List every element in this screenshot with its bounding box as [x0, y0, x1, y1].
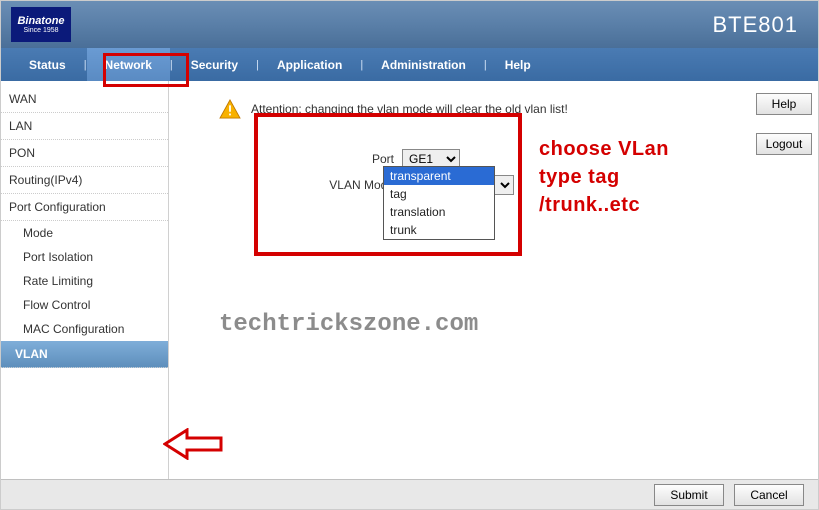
vlan-mode-label: VLAN Mode [309, 178, 394, 192]
warning-icon [219, 99, 241, 119]
sidebar-item-port-config[interactable]: Port Configuration [1, 194, 168, 221]
sidebar-item-lan[interactable]: LAN [1, 113, 168, 140]
sidebar-item-port-isolation[interactable]: Port Isolation [1, 245, 168, 269]
port-label: Port [309, 152, 394, 166]
vlan-mode-dropdown-list: transparent tag translation trunk [383, 166, 495, 240]
vlan-mode-option-transparent[interactable]: transparent [384, 167, 494, 185]
sidebar-item-vlan[interactable]: VLAN [1, 341, 168, 368]
vlan-mode-option-tag[interactable]: tag [384, 185, 494, 203]
sidebar-item-mac-config[interactable]: MAC Configuration [1, 317, 168, 341]
main-nav: Status | Network | Security | Applicatio… [1, 48, 818, 81]
brand-logo: Binatone Since 1958 [11, 7, 71, 42]
annotation-line: /trunk..etc [539, 191, 669, 219]
nav-administration[interactable]: Administration [363, 48, 484, 81]
right-button-column: Help Logout [756, 93, 812, 155]
submit-button[interactable]: Submit [654, 484, 724, 506]
watermark-text: techtrickszone.com [219, 311, 478, 338]
logout-button[interactable]: Logout [756, 133, 812, 155]
main-region: WAN LAN PON Routing(IPv4) Port Configura… [1, 81, 818, 480]
sidebar-item-flow-control[interactable]: Flow Control [1, 293, 168, 317]
vlan-mode-option-trunk[interactable]: trunk [384, 221, 494, 239]
header: Binatone Since 1958 BTE801 [1, 1, 818, 48]
logo-text: Binatone [17, 16, 64, 27]
help-button[interactable]: Help [756, 93, 812, 115]
nav-help[interactable]: Help [487, 48, 549, 81]
sidebar-item-routing[interactable]: Routing(IPv4) [1, 167, 168, 194]
cancel-button[interactable]: Cancel [734, 484, 804, 506]
nav-network[interactable]: Network [87, 48, 170, 81]
sidebar: WAN LAN PON Routing(IPv4) Port Configura… [1, 81, 169, 480]
content-panel: Attention: changing the vlan mode will c… [169, 81, 818, 480]
annotation-line: type tag [539, 163, 669, 191]
model-name: BTE801 [713, 12, 799, 38]
footer-bar: Submit Cancel [1, 479, 818, 509]
sidebar-item-wan[interactable]: WAN [1, 86, 168, 113]
sidebar-item-mode[interactable]: Mode [1, 221, 168, 245]
warning-text: Attention: changing the vlan mode will c… [251, 102, 568, 116]
warning-row: Attention: changing the vlan mode will c… [219, 99, 798, 119]
nav-application[interactable]: Application [259, 48, 360, 81]
annotation-line: choose VLan [539, 135, 669, 163]
sidebar-item-rate-limiting[interactable]: Rate Limiting [1, 269, 168, 293]
nav-security[interactable]: Security [173, 48, 256, 81]
nav-status[interactable]: Status [11, 48, 84, 81]
sidebar-item-pon[interactable]: PON [1, 140, 168, 167]
vlan-mode-option-translation[interactable]: translation [384, 203, 494, 221]
logo-subtext: Since 1958 [23, 27, 58, 34]
annotation-text: choose VLan type tag /trunk..etc [539, 135, 669, 219]
